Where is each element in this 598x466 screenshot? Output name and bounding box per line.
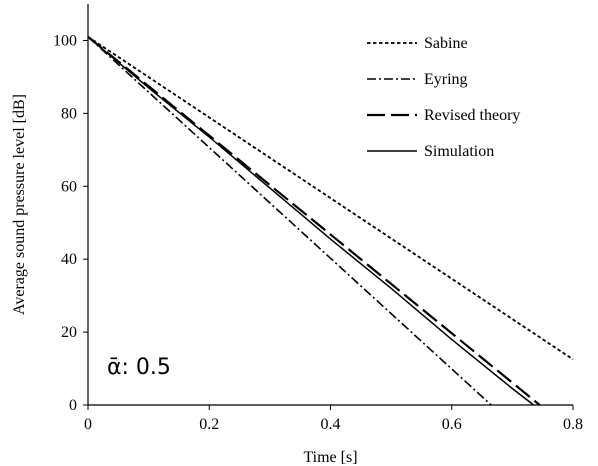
y-tick-label: 20: [61, 324, 77, 341]
x-tick-label: 0.4: [321, 416, 341, 433]
y-tick-label: 80: [61, 105, 77, 122]
absorption-coefficient-annotation: ᾱ: 0.5: [107, 355, 171, 380]
legend-label: Eyring: [424, 71, 468, 88]
legend-label: Sabine: [424, 35, 468, 52]
y-axis-label: Average sound pressure level [dB]: [11, 94, 28, 315]
x-tick-label: 0.8: [563, 416, 583, 433]
data-series: [87, 35, 574, 406]
legend-label: Revised theory: [424, 107, 520, 124]
x-tick-label: 0.2: [199, 416, 219, 433]
legend: Sabine Eyring Revised theory Simulation: [367, 35, 520, 160]
x-tick-label: 0.6: [442, 416, 462, 433]
series-line-revised-theory: [87, 35, 541, 406]
axis-ticks: 0 0.2 0.4 0.6 0.8 0 20 40 60 80 100: [53, 32, 583, 433]
axes: [87, 4, 573, 406]
legend-label: Simulation: [424, 143, 494, 160]
x-axis-label: Time [s]: [303, 449, 357, 466]
y-tick-label: 0: [69, 397, 77, 414]
series-line-sabine: [87, 36, 574, 361]
y-tick-label: 100: [53, 32, 77, 49]
series-line-simulation: [87, 36, 535, 406]
series-line-eyring: [87, 36, 492, 406]
y-tick-label: 60: [61, 178, 77, 195]
x-tick-label: 0: [84, 416, 92, 433]
y-tick-label: 40: [61, 251, 77, 268]
